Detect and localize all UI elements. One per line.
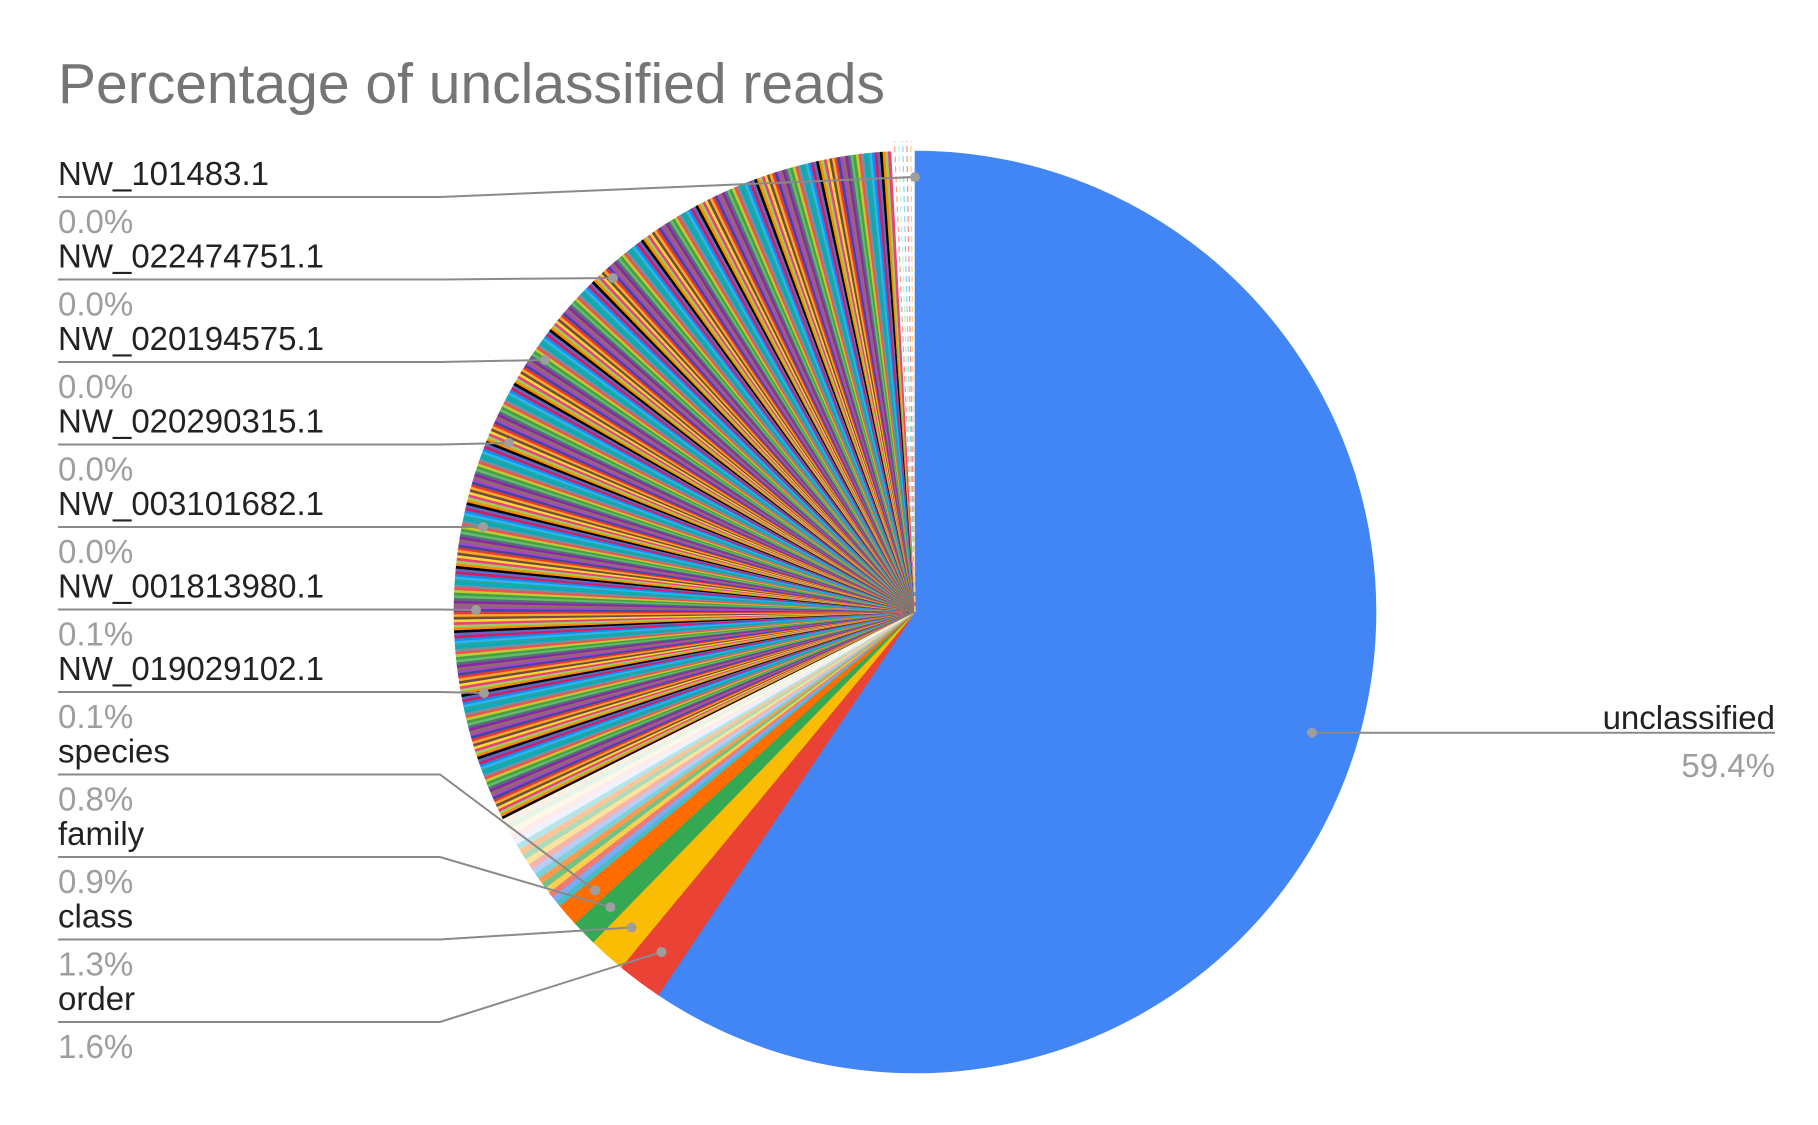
callout-label: NW_020194575.1 <box>58 320 324 357</box>
pie-callouts: unclassified59.4%NW_101483.10.0%NW_02247… <box>58 155 1775 1065</box>
callout-percent: 0.0% <box>58 286 133 323</box>
chart-title: Percentage of unclassified reads <box>58 52 885 116</box>
callout-leader-line <box>58 691 485 694</box>
callout-label: NW_101483.1 <box>58 155 269 192</box>
callout-leader-line <box>58 359 546 363</box>
callout-percent: 0.1% <box>58 616 133 653</box>
callout-leader-line <box>58 926 632 941</box>
pie-slice-hairline <box>910 141 916 613</box>
callout-anchor-dot <box>478 522 488 532</box>
callout-percent: 0.0% <box>58 203 133 240</box>
callout-anchor-dot <box>504 438 514 448</box>
callout-percent: 1.6% <box>58 1028 133 1065</box>
callout-label: order <box>58 980 135 1017</box>
callout-leader-line <box>58 277 614 281</box>
pie-slice-minor <box>887 151 916 613</box>
callout-anchor-dot <box>471 605 481 615</box>
callout-leader-line <box>58 773 596 892</box>
callout-percent: 0.9% <box>58 863 133 900</box>
pie-slices <box>453 141 1377 1074</box>
callout-percent: 0.8% <box>58 781 133 818</box>
callout-anchor-dot <box>540 355 550 365</box>
callout-leader-line <box>58 951 662 1023</box>
callout-label: NW_020290315.1 <box>58 403 324 440</box>
pie-slice-hairline <box>902 141 916 613</box>
callout-anchor-dot <box>1306 727 1317 738</box>
callout-label: family <box>58 815 145 852</box>
callout-leader-line <box>58 176 916 198</box>
callout-percent: 0.0% <box>58 451 133 488</box>
callout-anchor-dot <box>910 172 920 182</box>
pie-slice-hairline <box>893 141 916 613</box>
callout-percent: 59.4% <box>1681 747 1775 784</box>
callout-percent: 1.3% <box>58 946 133 983</box>
callout-anchor-dot <box>656 946 667 957</box>
callout-anchor-dot <box>590 885 601 896</box>
callout-label: NW_003101682.1 <box>58 485 324 522</box>
callout-anchor-dot <box>608 273 618 283</box>
callout-label: NW_022474751.1 <box>58 238 324 275</box>
callout-label: unclassified <box>1603 699 1775 736</box>
callout-label: species <box>58 733 170 770</box>
pie-slice-hairline <box>906 141 916 613</box>
callout-label: NW_019029102.1 <box>58 650 324 687</box>
pie-slice-unclassified <box>657 150 1377 1074</box>
callout-anchor-dot <box>626 922 637 933</box>
callout-percent: 0.1% <box>58 698 133 735</box>
callout-percent: 0.0% <box>58 533 133 570</box>
callout-percent: 0.0% <box>58 368 133 405</box>
callout-leader-line <box>58 856 611 909</box>
callout-anchor-dot <box>479 688 489 698</box>
callout-label: class <box>58 898 133 935</box>
callout-label: NW_001813980.1 <box>58 568 324 605</box>
callout-anchor-dot <box>605 902 616 913</box>
pie-slice-hairline <box>897 141 916 613</box>
callout-leader-line <box>58 442 510 446</box>
callout-leader-line <box>58 608 477 611</box>
